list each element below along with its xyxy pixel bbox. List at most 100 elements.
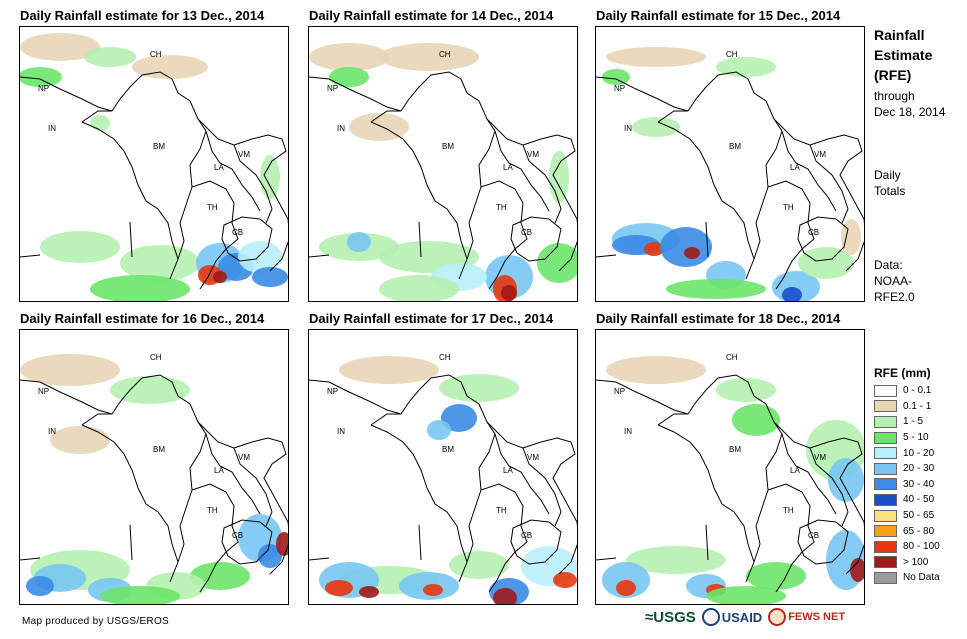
- map-svg: CH NP IN BM LA VM TH CB: [309, 43, 577, 301]
- country-label-vm: VM: [238, 453, 250, 462]
- border-line: [596, 76, 689, 112]
- country-label-la: LA: [790, 163, 800, 172]
- rainfall-patch: [537, 243, 577, 283]
- rainfall-layer: [309, 43, 577, 301]
- fewsnet-logo: FEWS NET: [768, 608, 845, 626]
- rainfall-patch: [359, 586, 379, 598]
- country-label-la: LA: [214, 163, 224, 172]
- rainfall-patch: [782, 287, 802, 301]
- side-totals: Totals: [874, 184, 906, 198]
- border-line: [81, 374, 207, 583]
- country-label-bm: BM: [442, 142, 454, 151]
- country-label-cb: CB: [232, 531, 243, 540]
- side-daily: Daily: [874, 168, 901, 182]
- rainfall-patch: [20, 33, 100, 61]
- rainfall-patch: [349, 113, 409, 141]
- country-label-vm: VM: [527, 453, 539, 462]
- rainfall-patch: [50, 426, 110, 454]
- country-label-bm: BM: [729, 445, 741, 454]
- map-credit: Map produced by USGS/EROS: [22, 616, 170, 627]
- map-svg: CH NP IN BM LA VM TH CB: [596, 353, 864, 604]
- rainfall-map-15dec: CH NP IN BM LA VM TH CB: [595, 26, 865, 302]
- rainfall-patch: [427, 420, 451, 440]
- border-line: [20, 379, 113, 415]
- border-line: [370, 374, 496, 583]
- side-title-line3: (RFE): [874, 67, 912, 83]
- border-line: [486, 118, 562, 224]
- border-line: [309, 254, 330, 258]
- border-line: [480, 180, 528, 290]
- border-line: [20, 76, 113, 112]
- legend-rows: 0 - 0.1 0.1 - 1 1 - 5 5 - 10 10 - 20 20 - 30 3…: [874, 383, 940, 586]
- country-label-np: NP: [327, 387, 338, 396]
- border-line: [191, 483, 239, 593]
- panel-title-18dec: Daily Rainfall estimate for 18 Dec., 201…: [596, 311, 841, 326]
- border-line: [233, 134, 288, 272]
- rainfall-layer: [20, 354, 288, 604]
- country-label-la: LA: [503, 466, 513, 475]
- rainfall-map-13dec: CH NP IN BM LA VM TH CB: [19, 26, 289, 302]
- rainfall-patch: [26, 576, 54, 596]
- rainfall-patch: [716, 57, 776, 77]
- country-borders: [20, 71, 288, 290]
- legend-swatch: [874, 384, 897, 397]
- map-svg: CH NP IN BM LA VM TH CB: [596, 47, 864, 301]
- country-label-np: NP: [327, 84, 338, 93]
- border-line: [20, 254, 41, 258]
- border-line: [205, 433, 261, 515]
- legend-row: > 100: [874, 555, 940, 571]
- rainfall-patch: [666, 279, 766, 299]
- country-label-ch: CH: [150, 353, 162, 362]
- country-label-ch: CH: [726, 353, 738, 362]
- country-label-ch: CH: [439, 50, 451, 59]
- country-label-th: TH: [207, 203, 218, 212]
- side-through-block: through Dec 18, 2014: [874, 88, 945, 120]
- side-title-line2: Estimate: [874, 47, 933, 63]
- border-line: [773, 118, 849, 224]
- rainfall-patch: [90, 275, 190, 301]
- border-line: [657, 121, 755, 260]
- border-line: [309, 557, 330, 561]
- rainfall-patch: [252, 267, 288, 287]
- rainfall-patch: [20, 354, 120, 386]
- country-borders: [309, 374, 577, 593]
- usgs-logo: ≈USGS: [645, 608, 696, 626]
- country-label-ch: CH: [150, 50, 162, 59]
- country-borders: [596, 374, 864, 593]
- border-line: [705, 524, 709, 561]
- legend-label: > 100: [903, 556, 929, 568]
- border-line: [596, 379, 689, 415]
- legend-label: 0.1 - 1: [903, 400, 932, 412]
- country-label-vm: VM: [814, 150, 826, 159]
- legend-swatch: [874, 525, 897, 538]
- country-borders: [309, 71, 577, 290]
- country-label-th: TH: [783, 506, 794, 515]
- side-title: Rainfall Estimate (RFE): [874, 25, 932, 85]
- border-line: [494, 130, 550, 212]
- country-label-th: TH: [496, 203, 507, 212]
- rainfall-patch: [213, 271, 227, 283]
- country-label-cb: CB: [232, 228, 243, 237]
- legend-swatch: [874, 509, 897, 522]
- rainfall-patch: [746, 562, 806, 590]
- side-through: through: [874, 89, 915, 103]
- border-line: [596, 254, 617, 258]
- rainfall-patch: [632, 117, 680, 137]
- rainfall-patch: [501, 285, 517, 301]
- legend-swatch: [874, 431, 897, 444]
- legend-row: 5 - 10: [874, 430, 940, 446]
- border-line: [129, 524, 133, 561]
- country-label-np: NP: [38, 84, 49, 93]
- border-line: [197, 421, 273, 527]
- rainfall-patch: [110, 376, 190, 404]
- rainfall-patch: [276, 532, 288, 556]
- rainfall-patch: [309, 43, 389, 71]
- border-line: [81, 121, 179, 260]
- country-label-bm: BM: [153, 445, 165, 454]
- border-line: [370, 121, 468, 260]
- logos: ≈USGS USAID FEWS NET: [645, 608, 845, 626]
- border-line: [522, 437, 577, 575]
- rainfall-patch: [626, 546, 726, 574]
- legend-row: 40 - 50: [874, 492, 940, 508]
- country-label-cb: CB: [808, 531, 819, 540]
